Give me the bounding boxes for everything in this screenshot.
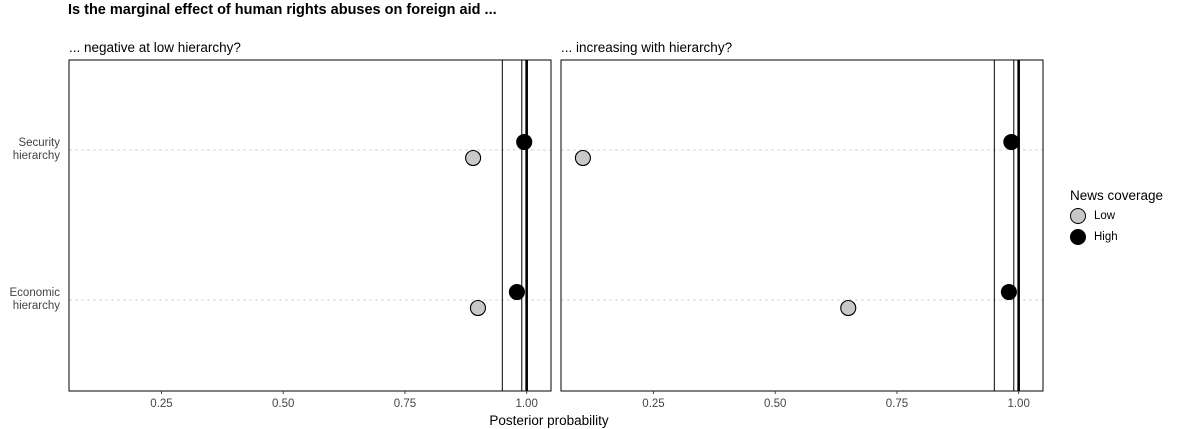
legend-label-low: Low xyxy=(1094,210,1116,222)
legend-key-low xyxy=(1070,208,1086,224)
data-point-low xyxy=(840,299,857,317)
data-point-high xyxy=(516,133,533,151)
x-tick-label: 1.00 xyxy=(1007,398,1029,410)
y-tick-label-line: Security xyxy=(18,137,60,149)
facet-title-right: ... increasing with hierarchy? xyxy=(561,40,733,55)
legend-item-high: High xyxy=(1070,229,1163,245)
legend-title: News coverage xyxy=(1070,188,1164,203)
data-point-low xyxy=(574,149,591,167)
legend-label-high: High xyxy=(1094,231,1118,243)
legend: News coverage Low High xyxy=(1070,188,1163,245)
legend-item-low: Low xyxy=(1070,208,1163,224)
x-tick-label: 0.50 xyxy=(272,398,294,410)
y-tick-label-economic: Economic hierarchy xyxy=(0,287,61,313)
data-point-high xyxy=(1003,133,1020,151)
x-axis-label: Posterior probability xyxy=(489,413,609,428)
y-tick-label-line: hierarchy xyxy=(12,300,60,312)
x-tick-label: 0.50 xyxy=(764,398,786,410)
chart-title: Is the marginal effect of human rights a… xyxy=(68,2,497,18)
data-point-high xyxy=(508,283,525,301)
y-tick-label-line: hierarchy xyxy=(12,150,60,162)
legend-key-high xyxy=(1070,229,1086,245)
panel-border xyxy=(68,59,552,392)
x-tick-label: 0.25 xyxy=(150,398,172,410)
data-point-low xyxy=(469,299,487,317)
x-tick-label: 0.25 xyxy=(642,398,664,410)
facet-title-left: ... negative at low hierarchy? xyxy=(69,40,241,55)
x-tick-label: 1.00 xyxy=(515,398,537,410)
y-tick-label-security: Security hierarchy xyxy=(0,137,60,163)
y-tick-label-line: Economic xyxy=(9,287,61,299)
data-point-low xyxy=(465,149,482,167)
x-tick-label: 0.75 xyxy=(394,398,416,410)
panel-border xyxy=(560,59,1044,392)
data-point-high xyxy=(1000,283,1017,301)
x-tick-label: 0.75 xyxy=(886,398,908,410)
